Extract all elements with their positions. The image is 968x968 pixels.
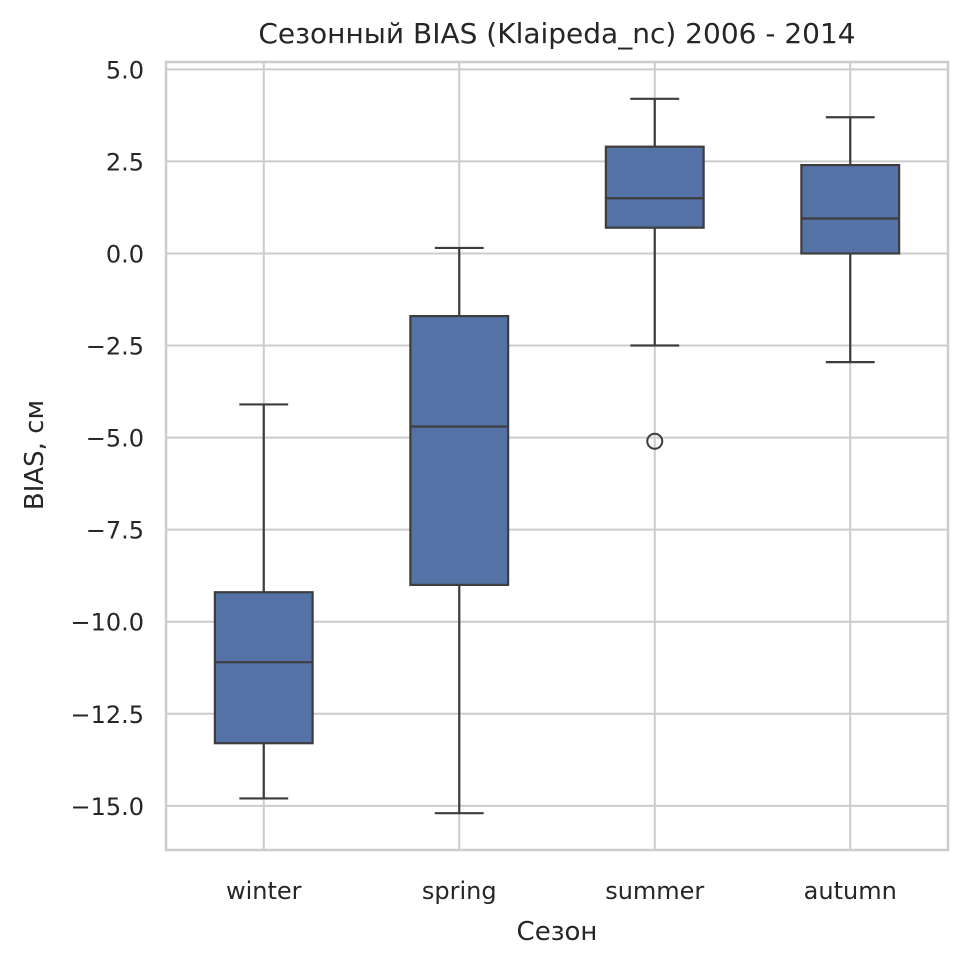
x-tick-label: spring — [422, 877, 497, 905]
iqr-box — [409, 314, 510, 586]
x-tick-label: winter — [226, 877, 302, 905]
box-autumn — [800, 116, 901, 364]
y-axis-label: BIAS, см — [20, 400, 50, 510]
iqr-box — [800, 164, 901, 255]
y-tick-label: 5.0 — [106, 56, 144, 84]
x-tick-label: autumn — [804, 877, 897, 905]
y-tick-label: −7.5 — [86, 517, 144, 545]
box-winter — [213, 403, 314, 800]
plot-frame — [164, 60, 950, 852]
chart-title: Сезонный BIAS (Klaipeda_nc) 2006 - 2014 — [258, 17, 855, 50]
box-summer — [604, 97, 705, 450]
y-tick-label: −2.5 — [86, 333, 144, 361]
y-tick-label: −12.5 — [70, 701, 144, 729]
y-tick-label: 0.0 — [106, 240, 144, 268]
x-axis-label: Сезон — [517, 917, 598, 947]
iqr-box — [604, 145, 705, 229]
box-spring — [409, 246, 510, 815]
x-tick-label: summer — [605, 877, 704, 905]
y-tick-label: −15.0 — [70, 793, 144, 821]
box-series — [213, 97, 901, 815]
y-tick-labels: 5.0 2.5 0.0 −2.5 −5.0 −7.5 −10.0 −12.5 −15.0 — [70, 56, 144, 820]
outlier-point — [646, 432, 664, 450]
y-tick-label: −5.0 — [86, 425, 144, 453]
x-tick-labels: winter spring summer autumn — [226, 877, 897, 905]
iqr-box — [213, 591, 314, 745]
y-tick-label: 2.5 — [106, 148, 144, 176]
y-tick-label: −10.0 — [70, 609, 144, 637]
